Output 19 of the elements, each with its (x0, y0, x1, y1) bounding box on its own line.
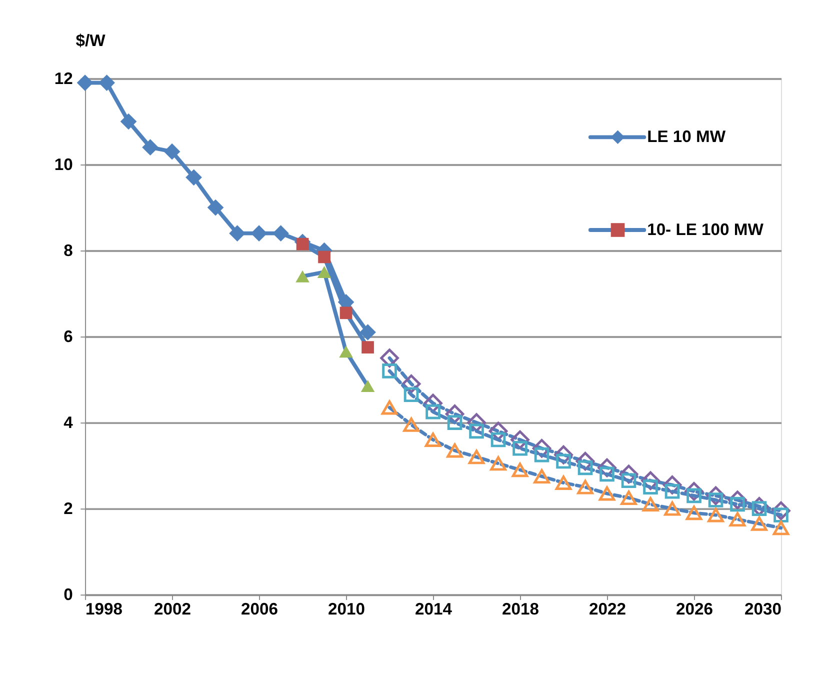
x-tick-label: 2002 (154, 600, 191, 619)
x-tick-label: 2026 (676, 600, 713, 619)
x-tick-label: 2030 (744, 600, 782, 619)
y-tick-label: 12 (54, 68, 73, 88)
y-tick-label: 2 (64, 498, 73, 518)
y-tick-label: 10 (54, 154, 73, 174)
legend-label: 10- LE 100 MW (647, 220, 764, 239)
y-tick-label: 4 (64, 412, 74, 432)
x-tick-label: 1998 (86, 600, 122, 619)
x-tick-label: 2018 (502, 600, 539, 619)
y-axis-title: $/W (76, 30, 106, 50)
legend-label: LE 10 MW (647, 127, 726, 146)
x-tick-label: 2006 (241, 600, 278, 619)
y-tick-label: 0 (64, 584, 73, 604)
x-tick-label: 2010 (328, 600, 365, 619)
y-tick-label: 8 (64, 240, 73, 260)
y-tick-label: 6 (64, 326, 73, 346)
x-tick-label: 2022 (589, 600, 626, 619)
x-tick-label: 2014 (415, 600, 453, 619)
